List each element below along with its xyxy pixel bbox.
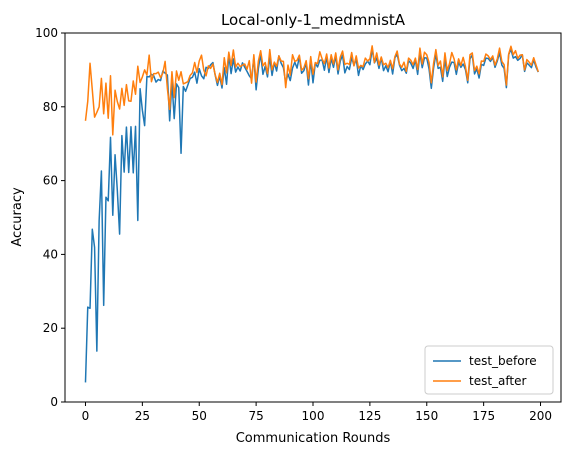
y-tick-label: 80 bbox=[43, 100, 58, 114]
x-tick-label: 100 bbox=[302, 409, 325, 423]
y-tick-label: 20 bbox=[43, 321, 58, 335]
y-tick-label: 0 bbox=[50, 395, 58, 409]
x-axis-label: Communication Rounds bbox=[236, 431, 391, 446]
y-axis-label: Accuracy bbox=[10, 187, 25, 247]
legend: test_before test_after bbox=[424, 345, 554, 395]
x-tick-label: 200 bbox=[529, 409, 552, 423]
y-tick-label: 60 bbox=[43, 174, 58, 188]
x-tick-label: 0 bbox=[82, 409, 90, 423]
legend-box bbox=[424, 345, 554, 395]
y-tick-label: 100 bbox=[35, 26, 58, 40]
y-tick-label: 40 bbox=[43, 247, 58, 261]
x-tick-label: 175 bbox=[472, 409, 495, 423]
x-tick-label: 150 bbox=[415, 409, 438, 423]
legend-label-test_before: test_before bbox=[469, 354, 537, 368]
x-tick-label: 125 bbox=[358, 409, 381, 423]
chart-title: Local-only-1_medmnistA bbox=[221, 11, 406, 30]
axes: 0 25 50 75 100 125 150 175 200 0 20 40 60 80 100 bbox=[35, 26, 562, 423]
x-tick-label: 75 bbox=[248, 409, 263, 423]
series-line-test_before bbox=[84, 48, 539, 383]
x-tick-label: 50 bbox=[192, 409, 207, 423]
plot-area bbox=[84, 45, 539, 383]
series-line-test_after bbox=[84, 45, 539, 136]
x-tick-label: 25 bbox=[135, 409, 150, 423]
legend-label-test_after: test_after bbox=[469, 374, 527, 388]
